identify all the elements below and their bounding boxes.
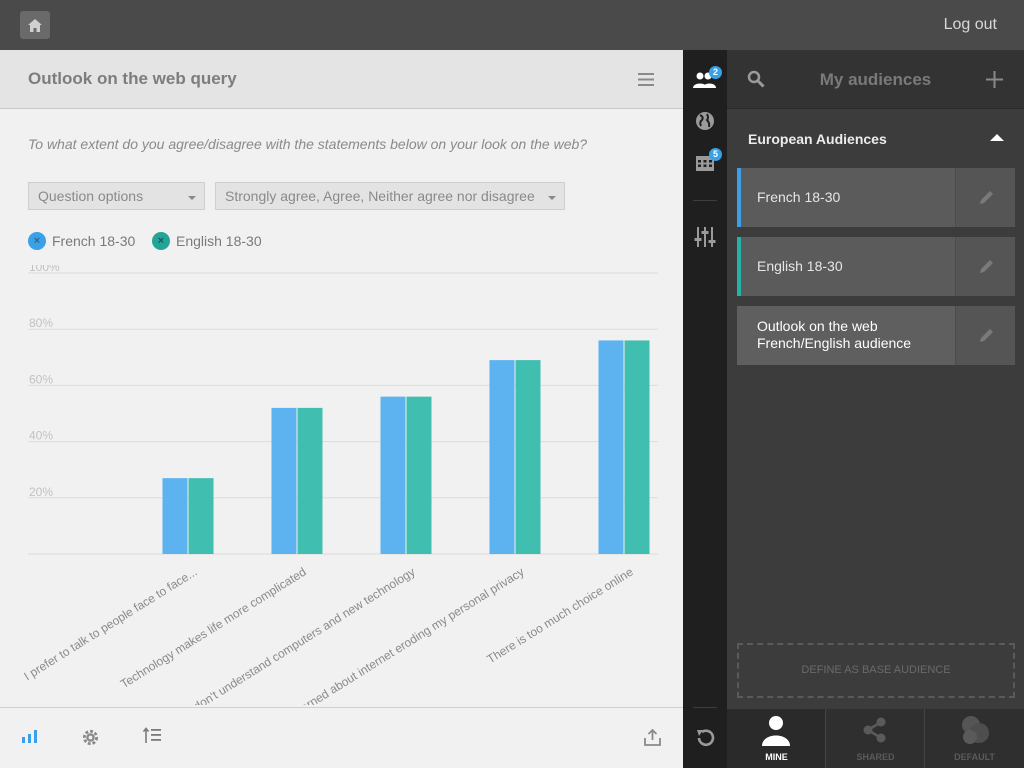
chevron-down-icon <box>548 196 556 200</box>
audience-color-stripe <box>737 237 741 296</box>
audiences-header: My audiences <box>727 50 1024 109</box>
bar-french <box>598 340 624 554</box>
bar-french <box>380 396 406 554</box>
pencil-icon <box>979 190 993 204</box>
circles-icon <box>962 716 989 744</box>
audience-card-french[interactable]: French 18-30 <box>737 168 1015 227</box>
nav-undo[interactable] <box>683 718 727 758</box>
home-button[interactable] <box>20 11 50 39</box>
pencil-icon <box>979 259 993 273</box>
edit-button[interactable] <box>955 306 1015 365</box>
query-footer-toolbar <box>0 707 683 768</box>
top-bar: Log out <box>0 0 1024 50</box>
side-nav: 2 5 <box>683 50 727 768</box>
audience-label-line2: French/English audience <box>757 335 912 351</box>
sort-icon[interactable] <box>143 727 162 745</box>
question-options-dropdown[interactable]: Question options <box>28 182 205 210</box>
define-base-audience-dropzone[interactable]: DEFINE AS BASE AUDIENCE <box>737 643 1015 698</box>
query-panel: Outlook on the web query To what extent … <box>0 50 683 768</box>
edit-button[interactable] <box>955 168 1015 227</box>
chevron-down-icon <box>188 196 196 200</box>
tab-label: SHARED <box>856 752 895 762</box>
legend-item-french[interactable]: × French 18-30 <box>28 232 135 250</box>
bar-chart: 20% 40% 60% 80% 100% I prefer to talk to peop… <box>21 265 658 705</box>
tab-label: MINE <box>765 752 788 762</box>
y-tick-label: 80% <box>29 316 53 330</box>
tab-label: DEFAULT <box>954 752 995 762</box>
undo-icon <box>697 729 715 747</box>
nav-filters[interactable] <box>683 217 727 257</box>
audience-label: English 18-30 <box>757 258 843 274</box>
calendar-icon <box>696 156 714 171</box>
calendar-count-badge: 5 <box>709 148 722 161</box>
bar-english <box>188 478 214 554</box>
audiences-count-badge: 2 <box>709 66 722 79</box>
tab-mine[interactable]: MINE <box>727 709 826 768</box>
share-icon <box>863 717 886 743</box>
remove-series-icon[interactable]: × <box>28 232 46 250</box>
edit-button[interactable] <box>955 237 1015 296</box>
legend-label: French 18-30 <box>52 233 136 249</box>
answers-label: Strongly agree, Agree, Neither agree nor… <box>225 188 535 204</box>
x-tick-label: I prefer to talk to people face to face.… <box>21 565 199 684</box>
bar-english <box>515 360 541 554</box>
bar-english <box>297 407 323 554</box>
audiences-title: My audiences <box>819 70 932 89</box>
tab-default[interactable]: DEFAULT <box>925 709 1024 768</box>
bar-chart-icon[interactable] <box>21 728 39 744</box>
audience-card-english[interactable]: English 18-30 <box>737 237 1015 296</box>
query-panel-header: Outlook on the web query <box>0 50 683 109</box>
legend-label: English 18-30 <box>176 233 262 249</box>
bar-english <box>624 340 650 554</box>
audience-label-line1: Outlook on the web <box>757 318 878 334</box>
y-tick-label: 60% <box>29 372 53 386</box>
x-tick-label: Technology makes life more complicated <box>118 565 309 691</box>
person-icon <box>762 716 790 746</box>
home-icon <box>28 18 42 32</box>
bar-french <box>271 407 297 554</box>
audience-label: Outlook on the web French/English audien… <box>757 318 911 352</box>
nav-globe[interactable] <box>683 101 727 141</box>
nav-audiences[interactable]: 2 <box>683 60 727 100</box>
legend-item-english[interactable]: × English 18-30 <box>152 232 262 250</box>
nav-divider <box>693 200 717 201</box>
y-tick-label: 40% <box>29 429 53 443</box>
remove-series-icon[interactable]: × <box>152 232 170 250</box>
add-icon[interactable] <box>985 70 1004 89</box>
logout-link[interactable]: Log out <box>943 16 997 33</box>
pencil-icon <box>979 328 993 342</box>
bar-french <box>489 360 515 554</box>
nav-calendar[interactable]: 5 <box>683 143 727 183</box>
gear-icon[interactable] <box>81 728 100 747</box>
bar-french <box>162 478 188 554</box>
tab-shared[interactable]: SHARED <box>826 709 925 768</box>
answers-dropdown[interactable]: Strongly agree, Agree, Neither agree nor… <box>215 182 565 210</box>
sliders-icon <box>694 227 716 247</box>
hamburger-menu-icon[interactable] <box>638 73 654 86</box>
nav-divider <box>693 707 717 708</box>
bar-english <box>406 396 432 554</box>
group-title: European Audiences <box>748 131 887 147</box>
question-options-label: Question options <box>38 188 144 204</box>
search-icon[interactable] <box>747 70 765 88</box>
audience-label: French 18-30 <box>757 189 841 205</box>
query-title: Outlook on the web query <box>28 69 237 88</box>
y-tick-label: 20% <box>29 485 53 499</box>
y-tick-label: 100% <box>29 265 60 274</box>
globe-icon <box>696 112 714 130</box>
audience-card-outlook[interactable]: Outlook on the web French/English audien… <box>737 306 1015 365</box>
collapse-arrow-icon[interactable] <box>990 134 1004 141</box>
export-icon[interactable] <box>644 729 661 746</box>
audiences-panel: My audiences European Audiences French 1… <box>727 50 1024 768</box>
audience-color-stripe <box>737 168 741 227</box>
audience-tabs: MINE SHARED DEFAULT <box>727 709 1024 768</box>
question-text: To what extent do you agree/disagree wit… <box>28 136 588 152</box>
x-tick-label: I don't understand computers and new tec… <box>185 565 417 705</box>
